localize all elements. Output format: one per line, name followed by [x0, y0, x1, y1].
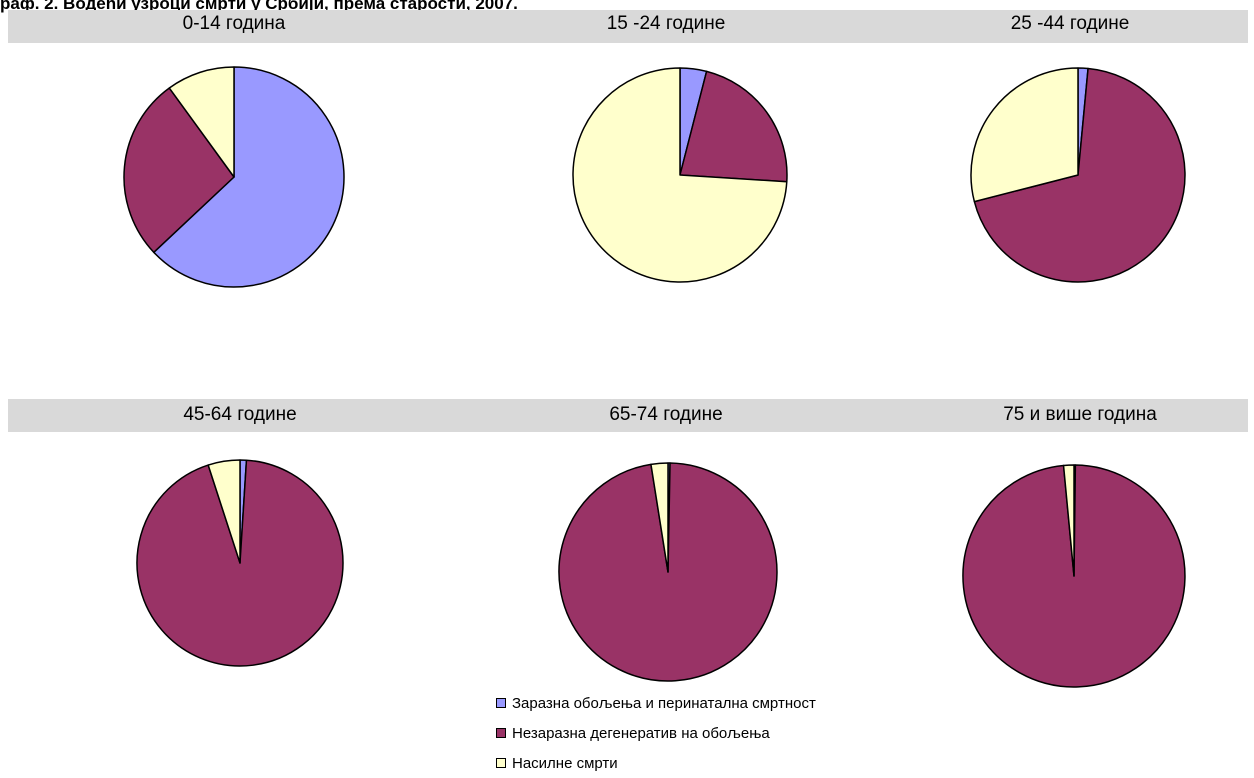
- pie-title-75-plus: 75 и више година: [1003, 404, 1157, 425]
- pie-title-0-14: 0-14 година: [182, 13, 286, 34]
- legend-item-degenerative: Незаразна дегенератив на обољења: [496, 718, 816, 748]
- legend-label-degenerative: Незаразна дегенератив на обољења: [512, 724, 770, 742]
- legend-swatch-violent: [496, 758, 506, 768]
- pie-1-slice-degenerative: [679, 70, 788, 183]
- page-title: раф. 2. Водећи узроци смрти у Србији, пр…: [0, 0, 518, 13]
- pie-title-25-44: 25 -44 године: [1010, 13, 1130, 34]
- legend-swatch-degenerative: [496, 728, 506, 738]
- pie-0-slice-infectious: [153, 66, 345, 288]
- pie-1-slice-violent: [572, 67, 788, 283]
- pie-5-slice-violent: [1062, 464, 1075, 577]
- legend-label-infectious: Заразна обољења и перинатална смртност: [512, 694, 816, 712]
- pie-3-slice-violent: [207, 459, 241, 564]
- legend-item-violent: Насилне смрти: [496, 748, 816, 778]
- title-band-top: [8, 10, 1248, 43]
- pie-title-45-64: 45-64 године: [183, 404, 297, 425]
- legend: Заразна обољења и перинатална смртност Н…: [496, 688, 816, 778]
- pie-0-slice-violent: [168, 66, 235, 178]
- legend-label-violent: Насилне смрти: [512, 754, 618, 772]
- legend-item-infectious: Заразна обољења и перинатална смртност: [496, 688, 816, 718]
- pie-2-slice-degenerative: [973, 67, 1186, 283]
- pie-title-65-74: 65-74 године: [609, 404, 723, 425]
- pie-4-slice-violent: [650, 462, 669, 573]
- pie-2-slice-violent: [970, 67, 1079, 203]
- pie-0-slice-degenerative: [123, 87, 235, 254]
- pie-title-15-24: 15 -24 године: [606, 13, 726, 34]
- legend-swatch-infectious: [496, 698, 506, 708]
- title-band-bottom: [8, 399, 1248, 432]
